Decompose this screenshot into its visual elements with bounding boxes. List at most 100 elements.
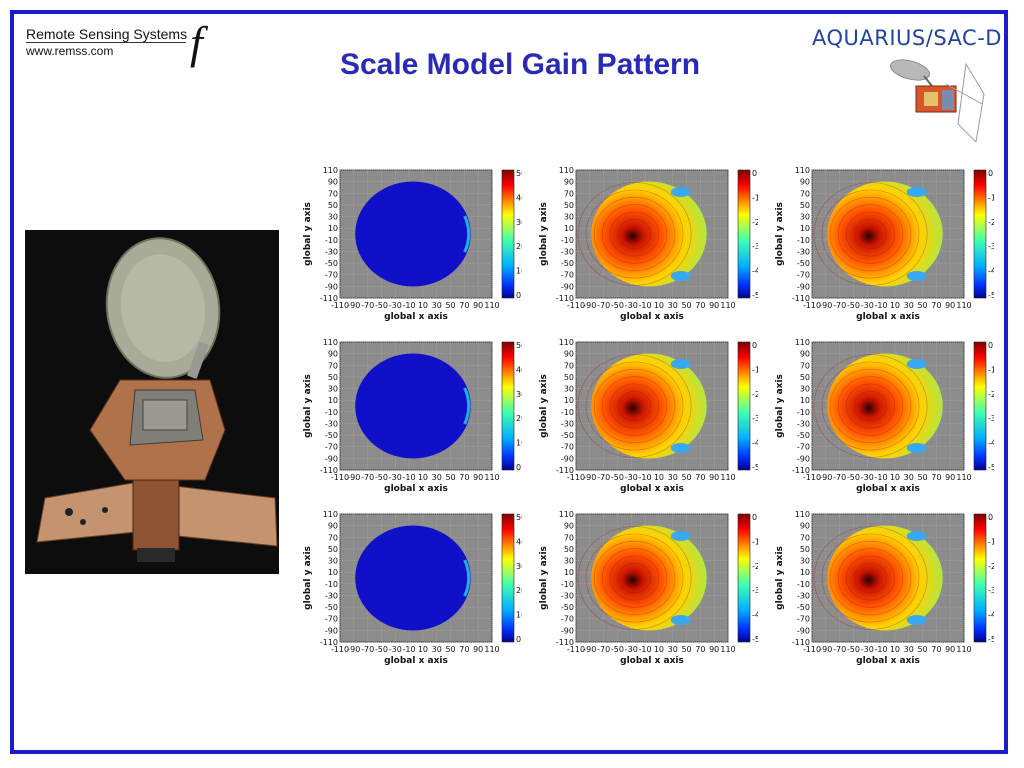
colorbar-tick-label: 0 [988,169,993,178]
x-tick-label: -70 [361,645,374,654]
gain-plot-panel: 110 90 70 50 30 10 -10 -30 -50 -70 -90 -110 -110 -90-… [762,332,994,498]
y-tick-label: 30 [328,557,338,566]
y-tick-label: 30 [564,385,574,394]
y-tick-label: -10 [561,408,574,417]
y-axis-label: global y axis [775,546,785,610]
x-axis-label: global x axis [856,656,920,666]
colorbar-tick-label: 0 [516,635,521,644]
gain-ripple [829,196,912,272]
x-tick-label: 10 [890,473,900,482]
colorbar-tick-label: -40 [752,267,758,276]
x-tick-label: -10 [403,301,416,310]
gain-ripple [821,533,920,623]
gain-ripple [593,540,676,616]
colorbar [973,513,987,643]
gain-ripple [837,548,904,608]
y-tick-label: 50 [328,373,338,382]
y-tick-label: 110 [795,510,810,519]
colorbar-tick-label: -20 [752,218,758,227]
x-tick-label: -10 [875,473,888,482]
gain-pattern-grid: 110 90 70 50 30 10 -10 -30 -50 -70 -90 -110 -110 -90-… [290,160,1010,670]
gain-ripple [853,390,888,422]
gain-ripple [853,562,888,594]
gain-disc [355,181,471,287]
colorbar-tick-label: -20 [988,390,994,399]
colorbar-tick-label: 0 [516,463,521,472]
gain-ripple [626,398,643,414]
x-tick-label: 90 [945,301,955,310]
gain-plot: 1109070503010-10-30-50-70-90-110-110-90-… [303,510,522,666]
edge-band [463,215,471,253]
x-tick-label: 110 [484,645,499,654]
x-tick-label: 90 [945,645,955,654]
y-tick-label: -90 [561,626,574,635]
x-tick-label: -50 [375,645,388,654]
low-gain-spot [906,531,927,542]
x-axis-label: global x axis [384,312,448,322]
x-tick-label: -30 [861,645,874,654]
x-tick-label: 70 [459,645,469,654]
x-tick-label: 110 [956,301,971,310]
y-tick-label: 70 [564,189,574,198]
low-gain-spot [670,359,691,370]
y-tick-label: -70 [561,615,574,624]
y-tick-label: -90 [561,282,574,291]
y-tick-label: -90 [561,454,574,463]
gain-ripple [609,383,660,429]
x-tick-label: -110 [803,301,821,310]
x-tick-label: -10 [639,645,652,654]
y-tick-label: 110 [323,510,338,519]
x-tick-label: 110 [720,473,735,482]
y-tick-label: 30 [328,213,338,222]
x-tick-label: 50 [917,473,927,482]
x-tick-label: 10 [654,645,664,654]
x-tick-label: -70 [361,473,374,482]
low-gain-spot [906,359,927,370]
y-tick-label: 10 [564,568,574,577]
gain-ripple [845,211,896,257]
y-tick-label: -110 [556,294,574,303]
colorbar-tick-label: 4000 [516,365,522,374]
x-tick-label: 110 [484,301,499,310]
y-tick-label: 30 [564,557,574,566]
y-tick-label: -50 [797,431,810,440]
gain-ripple [593,196,676,272]
y-tick-label: -10 [797,580,810,589]
x-tick-label: -10 [875,301,888,310]
y-tick-label: 50 [564,545,574,554]
y-tick-label: -90 [797,282,810,291]
gain-ripple [862,570,879,586]
gain-ripple [585,189,684,279]
x-tick-label: -90 [583,301,596,310]
x-tick-label: 90 [473,473,483,482]
gain-disc [591,525,707,631]
x-axis-label: global x axis [620,656,684,666]
x-tick-label: -10 [403,473,416,482]
y-tick-label: 50 [328,201,338,210]
y-tick-label: -30 [797,591,810,600]
x-tick-label: 50 [681,301,691,310]
y-tick-label: 50 [800,201,810,210]
gain-plot-panel: 110 90 70 50 30 10 -10 -30 -50 -70 -90 -110 -110 -90-… [762,504,994,670]
y-tick-label: -50 [325,431,338,440]
x-tick-label: -110 [567,645,585,654]
x-tick-label: -90 [583,473,596,482]
y-tick-label: 30 [800,213,810,222]
y-tick-label: -30 [325,419,338,428]
colorbar-tick-label: 1000 [516,611,522,620]
y-tick-label: -10 [797,408,810,417]
colorbar-tick-label: 4000 [516,537,522,546]
y-tick-label: 90 [800,178,810,187]
y-tick-label: -110 [320,294,338,303]
y-tick-label: -10 [561,580,574,589]
x-tick-label: -50 [847,645,860,654]
colorbar-tick-label: -20 [752,390,758,399]
y-tick-label: 70 [800,533,810,542]
gain-ripple [853,218,888,250]
x-tick-label: -90 [819,301,832,310]
y-tick-label: -110 [792,294,810,303]
x-tick-label: -90 [347,301,360,310]
y-tick-label: 10 [800,224,810,233]
y-tick-label: 90 [328,178,338,187]
colorbar-tick-label: 2000 [516,414,522,423]
